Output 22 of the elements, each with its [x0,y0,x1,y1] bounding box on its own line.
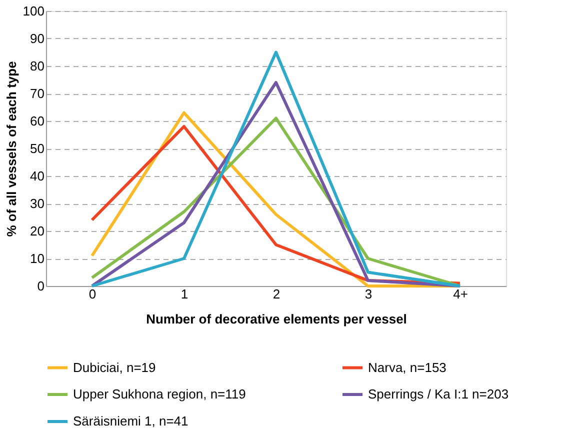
y-tick-label: 100 [22,4,44,18]
legend-label: Narva, n=153 [368,360,446,375]
y-tick-label: 30 [30,196,44,211]
x-tick-label: 3 [364,286,372,302]
x-tick-label: 4+ [453,286,468,302]
y-tick-label: 90 [30,31,44,46]
y-tick-label: 40 [30,168,44,184]
y-tick-label: 10 [30,251,44,266]
x-tick-label: 0 [88,286,96,302]
y-tick-label: 70 [30,86,44,101]
legend-label: Sperrings / Ka I:1 n=203 [368,386,509,402]
y-tick-label: 50 [30,141,44,156]
y-tick-label: 60 [30,114,44,128]
legend-label: Dubiciai, n=19 [73,360,156,375]
y-axis-title: % of all vessels of each type [4,61,19,237]
x-axis-title: Number of decorative elements per vessel [146,312,407,326]
x-tick-label: 1 [180,286,188,302]
y-tick-label: 20 [30,224,44,238]
x-tick-label: 2 [272,286,280,302]
legend-label: Säräisniemi 1, n=41 [73,414,188,428]
legend-label: Upper Sukhona region, n=119 [73,386,246,402]
y-tick-label: 80 [30,58,44,74]
